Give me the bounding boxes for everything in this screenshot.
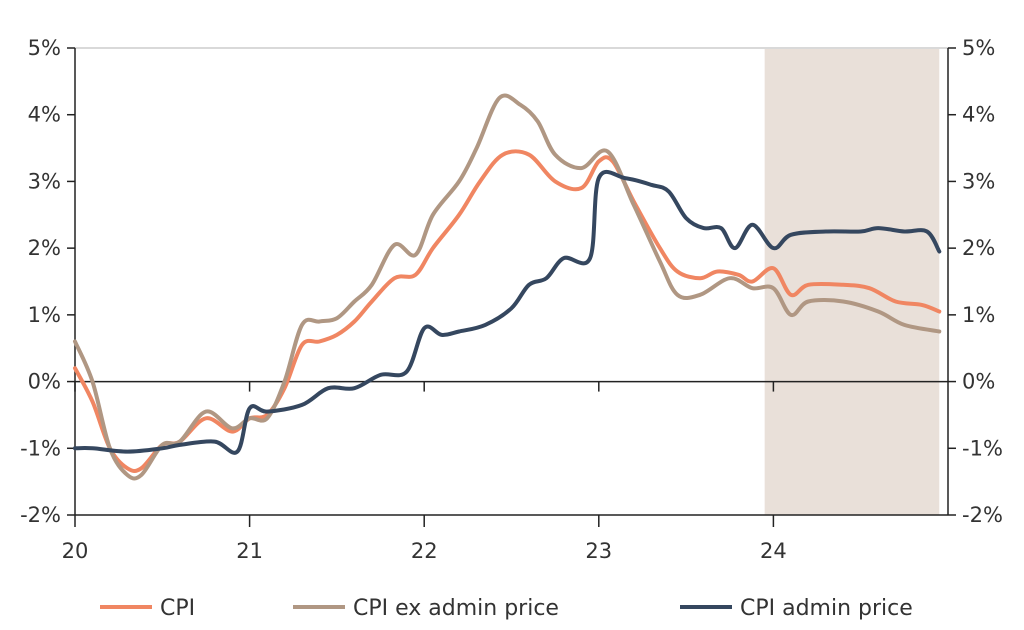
series-lines (73, 93, 942, 481)
x-tick-label: 24 (760, 539, 787, 563)
y-tick-label-left: -1% (20, 436, 61, 460)
x-tick-label: 22 (411, 539, 438, 563)
y-tick-label-right: -1% (962, 436, 1003, 460)
y-axis-right: 5% 4% 3% 2% 1% 0% -1% -2% (948, 36, 1003, 527)
series-line-cpi-admin-price (73, 169, 942, 455)
x-axis: 20 21 22 23 24 (62, 381, 787, 563)
y-tick-label-right: 4% (962, 103, 995, 127)
y-tick-label-left: 1% (28, 303, 61, 327)
y-tick-label-left: 4% (28, 103, 61, 127)
y-tick-label-right: 5% (962, 36, 995, 60)
x-tick-label: 20 (62, 539, 89, 563)
y-tick-label-left: 5% (28, 36, 61, 60)
x-tick-label: 23 (585, 539, 612, 563)
legend-label: CPI admin price (740, 596, 913, 621)
y-tick-label-right: -2% (962, 503, 1003, 527)
series-line-cpi (73, 149, 942, 473)
y-tick-label-right: 0% (962, 370, 995, 394)
x-tick-label: 21 (236, 539, 263, 563)
series-line-cpi-ex-admin-price (73, 93, 942, 481)
y-tick-label-left: 2% (28, 236, 61, 260)
y-tick-label-right: 2% (962, 236, 995, 260)
legend-label: CPI (160, 596, 195, 621)
legend: CPI CPI ex admin price CPI admin price (100, 596, 913, 621)
y-tick-label-left: -2% (20, 503, 61, 527)
y-tick-label-left: 0% (28, 370, 61, 394)
forecast-shade (764, 48, 940, 515)
legend-label: CPI ex admin price (353, 596, 559, 621)
y-tick-label-right: 3% (962, 169, 995, 193)
y-axis-left: 5% 4% 3% 2% 1% 0% -1% -2% (20, 36, 75, 527)
y-tick-label-left: 3% (28, 169, 61, 193)
y-tick-label-right: 1% (962, 303, 995, 327)
plot-frame (74, 47, 949, 516)
